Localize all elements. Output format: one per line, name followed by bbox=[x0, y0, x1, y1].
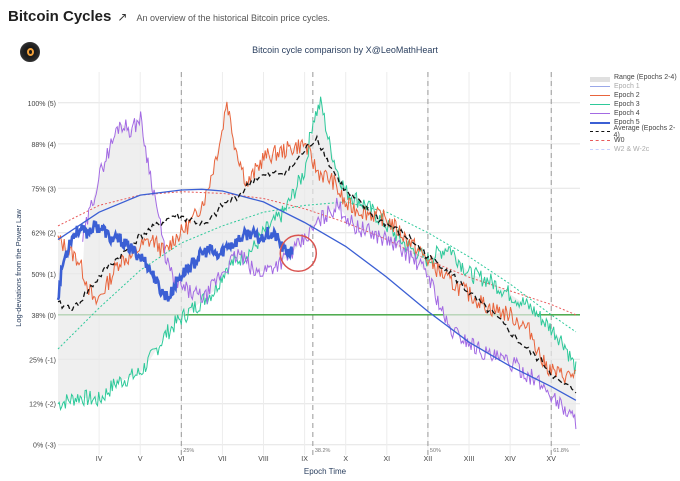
y-tick-label: 100% (5) bbox=[28, 101, 56, 108]
legend-item[interactable]: W0 bbox=[590, 136, 680, 145]
legend-label: Range (Epochs 2-4) bbox=[614, 74, 677, 81]
legend-swatch bbox=[590, 111, 610, 117]
legend-swatch bbox=[590, 75, 610, 82]
x-axis-title: Epoch Time bbox=[304, 467, 347, 476]
series-lines bbox=[56, 96, 577, 430]
legend-item[interactable]: Epoch 1 bbox=[590, 82, 680, 91]
logo-avatar bbox=[20, 42, 40, 62]
epoch-marker-label: 25% bbox=[183, 448, 194, 454]
x-tick-label: IV bbox=[96, 456, 103, 463]
y-tick-label: 38% (0) bbox=[31, 313, 56, 320]
y-tick-label: 12% (-2) bbox=[29, 402, 56, 409]
legend-label: W2 & W-2c bbox=[614, 146, 650, 153]
legend-label: Epoch 1 bbox=[614, 83, 640, 90]
legend-label: Average (Epochs 2-4) bbox=[613, 124, 676, 139]
x-tick-label: XII bbox=[424, 456, 433, 463]
legend-item[interactable]: Epoch 2 bbox=[590, 91, 680, 100]
page-title: Bitcoin Cycles bbox=[8, 8, 112, 25]
legend: Range (Epochs 2-4) Epoch 1 Epoch 2 Epoch 3 E… bbox=[590, 73, 680, 154]
legend-label: Epoch 5 bbox=[614, 119, 640, 126]
x-tick-label: IX bbox=[301, 456, 308, 463]
legend-item[interactable]: Average (Epochs 2-4) bbox=[590, 124, 680, 139]
y-tick-label: 62% (2) bbox=[31, 231, 56, 238]
legend-swatch bbox=[590, 102, 610, 108]
y-tick-label: 88% (4) bbox=[31, 142, 56, 149]
y-tick-label: 25% (-1) bbox=[29, 357, 56, 364]
legend-label: W0 bbox=[614, 137, 625, 144]
x-tick-label: VIII bbox=[258, 456, 269, 463]
y-tick-label: 50% (1) bbox=[31, 272, 56, 279]
range-fill bbox=[58, 99, 576, 421]
epoch-marker-label: 38.2% bbox=[315, 448, 331, 454]
legend-swatch bbox=[590, 93, 610, 99]
epoch-marker-label: 50% bbox=[430, 448, 441, 454]
x-tick-label: X bbox=[343, 456, 348, 463]
x-tick-label: VI bbox=[178, 456, 185, 463]
y-tick-label: 0% (-3) bbox=[33, 443, 56, 450]
x-tick-label: XI bbox=[384, 456, 391, 463]
x-tick-label: XIII bbox=[464, 456, 475, 463]
arrow-up-right-icon[interactable]: ↗ bbox=[117, 10, 128, 24]
legend-label: Epoch 4 bbox=[614, 110, 640, 117]
x-tick-label: XIV bbox=[504, 456, 516, 463]
y-axis-title: Log-deviations from the Power Law bbox=[14, 209, 23, 327]
legend-item[interactable]: Epoch 5 bbox=[590, 118, 680, 127]
w2-line bbox=[57, 201, 577, 350]
epoch-3-line bbox=[57, 96, 577, 412]
chart-title: Bitcoin cycle comparison by X@LeoMathHea… bbox=[252, 45, 438, 55]
epoch-4-line bbox=[82, 111, 577, 430]
w0-line bbox=[57, 191, 577, 316]
page-header: Bitcoin Cycles ↗ An overview of the hist… bbox=[8, 8, 330, 28]
legend-item[interactable]: Epoch 4 bbox=[590, 109, 680, 118]
average-line bbox=[57, 134, 577, 394]
legend-swatch bbox=[590, 147, 610, 153]
epoch-2-line bbox=[57, 101, 577, 384]
epoch-marker-label: 61.8% bbox=[553, 448, 569, 454]
page-subtitle: An overview of the historical Bitcoin pr… bbox=[136, 13, 331, 23]
legend-swatch bbox=[590, 129, 610, 135]
legend-swatch bbox=[590, 138, 610, 144]
legend-item[interactable]: Epoch 3 bbox=[590, 100, 680, 109]
legend-label: Epoch 3 bbox=[614, 101, 640, 108]
x-tick-label: XV bbox=[547, 456, 557, 463]
epoch-5-line bbox=[56, 220, 294, 302]
power-law-curve bbox=[57, 188, 577, 401]
range-epochs-2-4 bbox=[58, 99, 576, 421]
x-tick-label: V bbox=[138, 456, 143, 463]
y-tick-label: 75% (3) bbox=[31, 186, 56, 193]
annotation-circle bbox=[279, 234, 318, 272]
legend-swatch bbox=[590, 84, 610, 90]
legend-item[interactable]: W2 & W-2c bbox=[590, 145, 680, 154]
tick-labels: 0% (-3) 12% (-2) 25% (-1) 38% (0) 50% (1) 62%… bbox=[28, 101, 569, 463]
x-tick-label: VII bbox=[218, 456, 227, 463]
legend-swatch bbox=[590, 120, 610, 126]
legend-label: Epoch 2 bbox=[614, 92, 640, 99]
legend-item[interactable]: Range (Epochs 2-4) bbox=[590, 73, 680, 82]
